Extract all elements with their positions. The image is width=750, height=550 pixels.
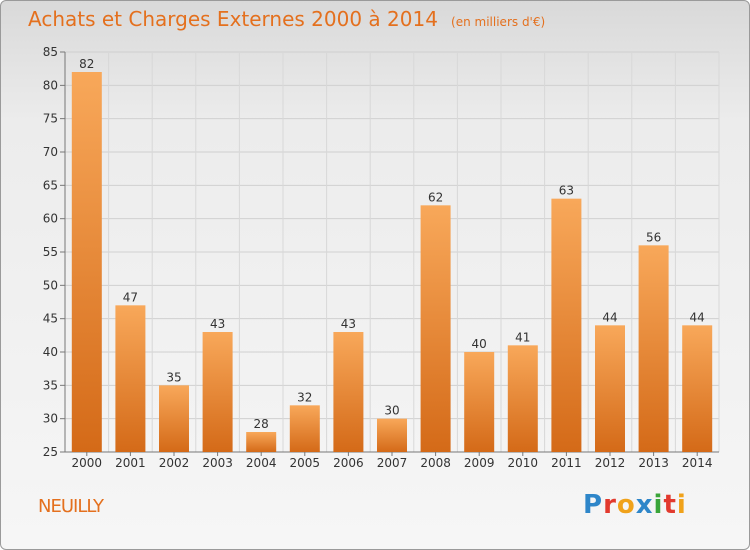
bar [246, 432, 277, 452]
y-tick-label: 75 [43, 112, 58, 126]
x-tick-label: 2005 [290, 456, 321, 470]
y-tick-label: 55 [43, 245, 58, 259]
y-tick-label: 80 [43, 78, 58, 92]
bar [289, 405, 320, 452]
proxiti-logo: Proxiti [583, 490, 687, 520]
bar-value-label: 47 [123, 290, 138, 304]
bar [71, 72, 102, 452]
bar-value-label: 28 [254, 417, 269, 431]
y-tick-label: 50 [43, 278, 58, 292]
x-tick-label: 2001 [115, 456, 146, 470]
bar-value-label: 41 [515, 330, 530, 344]
y-tick-label: 65 [43, 178, 58, 192]
x-tick-label: 2009 [464, 456, 495, 470]
x-tick-label: 2010 [508, 456, 539, 470]
y-tick-label: 25 [43, 445, 58, 459]
bar-value-label: 44 [690, 310, 705, 324]
bars [71, 72, 713, 452]
bar [464, 352, 495, 452]
bar [595, 325, 625, 452]
y-tick-label: 30 [43, 412, 58, 426]
y-tick-label: 45 [43, 312, 58, 326]
bar [377, 418, 407, 452]
bar-value-label: 63 [559, 184, 574, 198]
logo-letter: t [663, 490, 677, 520]
x-tick-label: 2003 [202, 456, 233, 470]
bar-value-label: 44 [602, 310, 617, 324]
logo-letter: i [653, 490, 664, 520]
bar-value-label: 35 [166, 370, 181, 384]
logo-letter: r [603, 490, 617, 520]
chart-title: Achats et Charges Externes 2000 à 2014 [28, 7, 438, 31]
bar-value-label: 82 [79, 57, 94, 71]
y-tick-label: 40 [43, 345, 58, 359]
x-tick-label: 2000 [72, 456, 103, 470]
x-tick-label: 2008 [420, 456, 451, 470]
bar [202, 332, 233, 452]
logo-letter: P [583, 490, 604, 520]
y-tick-label: 35 [43, 378, 58, 392]
x-tick-label: 2014 [682, 456, 713, 470]
bar [507, 345, 538, 452]
chart-title-block: Achats et Charges Externes 2000 à 2014 (… [28, 7, 545, 31]
bar [333, 332, 364, 452]
x-tick-label: 2002 [159, 456, 190, 470]
logo-letter: o [616, 490, 636, 520]
x-tick-label: 2007 [377, 456, 408, 470]
commune-name: NEUILLY [38, 496, 104, 517]
bar-value-label: 43 [341, 317, 356, 331]
y-tick-label: 60 [43, 212, 58, 226]
bar [638, 245, 669, 452]
bar-value-label: 32 [297, 390, 312, 404]
bar [551, 198, 582, 452]
bar [682, 325, 713, 452]
chart-subtitle: (en milliers d'€) [451, 15, 546, 29]
x-tick-label: 2006 [333, 456, 364, 470]
bar [115, 305, 146, 452]
x-tick-label: 2004 [246, 456, 277, 470]
y-tick-label: 85 [43, 45, 58, 59]
logo-letter: i [676, 490, 687, 520]
bar-value-label: 56 [646, 230, 661, 244]
bar [159, 385, 189, 452]
bar-value-label: 62 [428, 190, 443, 204]
logo-letter: x [635, 490, 654, 520]
x-tick-label: 2012 [595, 456, 626, 470]
bar-value-label: 40 [472, 337, 487, 351]
bar-value-label: 30 [384, 404, 399, 418]
bar [420, 205, 451, 452]
y-tick-label: 70 [43, 145, 58, 159]
bar-value-label: 43 [210, 317, 225, 331]
x-tick-label: 2011 [551, 456, 582, 470]
x-tick-label: 2013 [638, 456, 669, 470]
value-labels: 82 47 35 43 28 32 43 30 62 40 41 63 44 56 44 [79, 57, 705, 431]
